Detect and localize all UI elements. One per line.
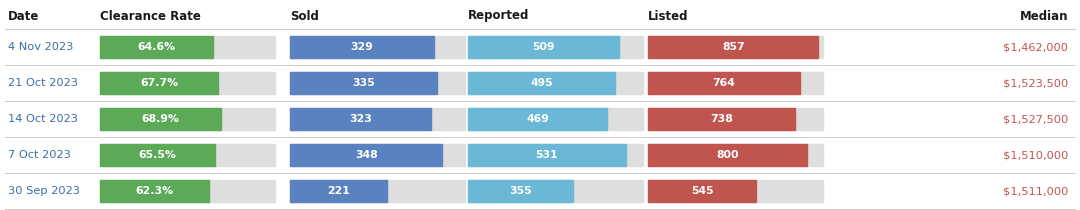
Text: 62.3%: 62.3% bbox=[135, 186, 174, 196]
Bar bbox=[648, 180, 756, 202]
Bar bbox=[291, 108, 431, 130]
Bar bbox=[468, 108, 643, 130]
Text: 335: 335 bbox=[352, 78, 375, 88]
Bar bbox=[100, 144, 215, 166]
Text: 14 Oct 2023: 14 Oct 2023 bbox=[8, 114, 78, 124]
Text: $1,511,000: $1,511,000 bbox=[1002, 186, 1068, 196]
Bar bbox=[648, 144, 807, 166]
Text: 329: 329 bbox=[351, 42, 374, 52]
Bar bbox=[291, 180, 387, 202]
Text: 21 Oct 2023: 21 Oct 2023 bbox=[8, 78, 78, 88]
Text: 30 Sep 2023: 30 Sep 2023 bbox=[8, 186, 80, 196]
Text: 221: 221 bbox=[327, 186, 350, 196]
Text: $1,510,000: $1,510,000 bbox=[1002, 150, 1068, 160]
Bar bbox=[648, 108, 795, 130]
Bar bbox=[648, 180, 823, 202]
Text: 545: 545 bbox=[691, 186, 714, 196]
Bar bbox=[100, 72, 218, 94]
Text: Date: Date bbox=[8, 9, 39, 22]
Text: 800: 800 bbox=[716, 150, 739, 160]
Bar bbox=[468, 144, 625, 166]
Bar bbox=[468, 180, 573, 202]
Text: Median: Median bbox=[1020, 9, 1068, 22]
Bar bbox=[648, 144, 823, 166]
Bar bbox=[648, 108, 823, 130]
Text: Listed: Listed bbox=[648, 9, 689, 22]
Bar bbox=[468, 36, 643, 58]
Bar bbox=[291, 144, 442, 166]
Text: 348: 348 bbox=[354, 150, 378, 160]
Bar bbox=[468, 180, 643, 202]
Text: 323: 323 bbox=[349, 114, 373, 124]
Bar bbox=[648, 72, 800, 94]
Bar bbox=[291, 180, 465, 202]
Bar bbox=[468, 72, 643, 94]
Bar bbox=[468, 72, 615, 94]
Text: 531: 531 bbox=[536, 150, 558, 160]
Bar bbox=[100, 180, 210, 202]
Text: 509: 509 bbox=[532, 42, 555, 52]
Text: 64.6%: 64.6% bbox=[137, 42, 176, 52]
Bar bbox=[291, 72, 465, 94]
Text: 764: 764 bbox=[713, 78, 735, 88]
Bar bbox=[100, 108, 220, 130]
Text: 67.7%: 67.7% bbox=[140, 78, 178, 88]
Bar bbox=[291, 36, 465, 58]
Bar bbox=[648, 36, 819, 58]
Text: 355: 355 bbox=[510, 186, 532, 196]
Bar bbox=[100, 72, 275, 94]
Bar bbox=[291, 144, 465, 166]
Text: 65.5%: 65.5% bbox=[138, 150, 176, 160]
Bar bbox=[291, 36, 434, 58]
Bar bbox=[468, 144, 643, 166]
Text: $1,527,500: $1,527,500 bbox=[1002, 114, 1068, 124]
Bar bbox=[100, 144, 275, 166]
Bar bbox=[648, 36, 823, 58]
Bar bbox=[648, 72, 823, 94]
Bar bbox=[100, 180, 275, 202]
Text: Sold: Sold bbox=[291, 9, 319, 22]
Text: Clearance Rate: Clearance Rate bbox=[100, 9, 201, 22]
Bar bbox=[100, 108, 275, 130]
Bar bbox=[468, 108, 607, 130]
Text: 4 Nov 2023: 4 Nov 2023 bbox=[8, 42, 73, 52]
Bar bbox=[468, 36, 619, 58]
Text: 68.9%: 68.9% bbox=[141, 114, 179, 124]
Bar bbox=[100, 36, 275, 58]
Bar bbox=[291, 72, 436, 94]
Text: 738: 738 bbox=[710, 114, 732, 124]
Text: 495: 495 bbox=[530, 78, 553, 88]
Text: Reported: Reported bbox=[468, 9, 529, 22]
Text: $1,462,000: $1,462,000 bbox=[1003, 42, 1068, 52]
Text: $1,523,500: $1,523,500 bbox=[1002, 78, 1068, 88]
Bar bbox=[100, 36, 213, 58]
Text: 469: 469 bbox=[526, 114, 549, 124]
Bar bbox=[291, 108, 465, 130]
Text: 857: 857 bbox=[721, 42, 744, 52]
Text: 7 Oct 2023: 7 Oct 2023 bbox=[8, 150, 71, 160]
